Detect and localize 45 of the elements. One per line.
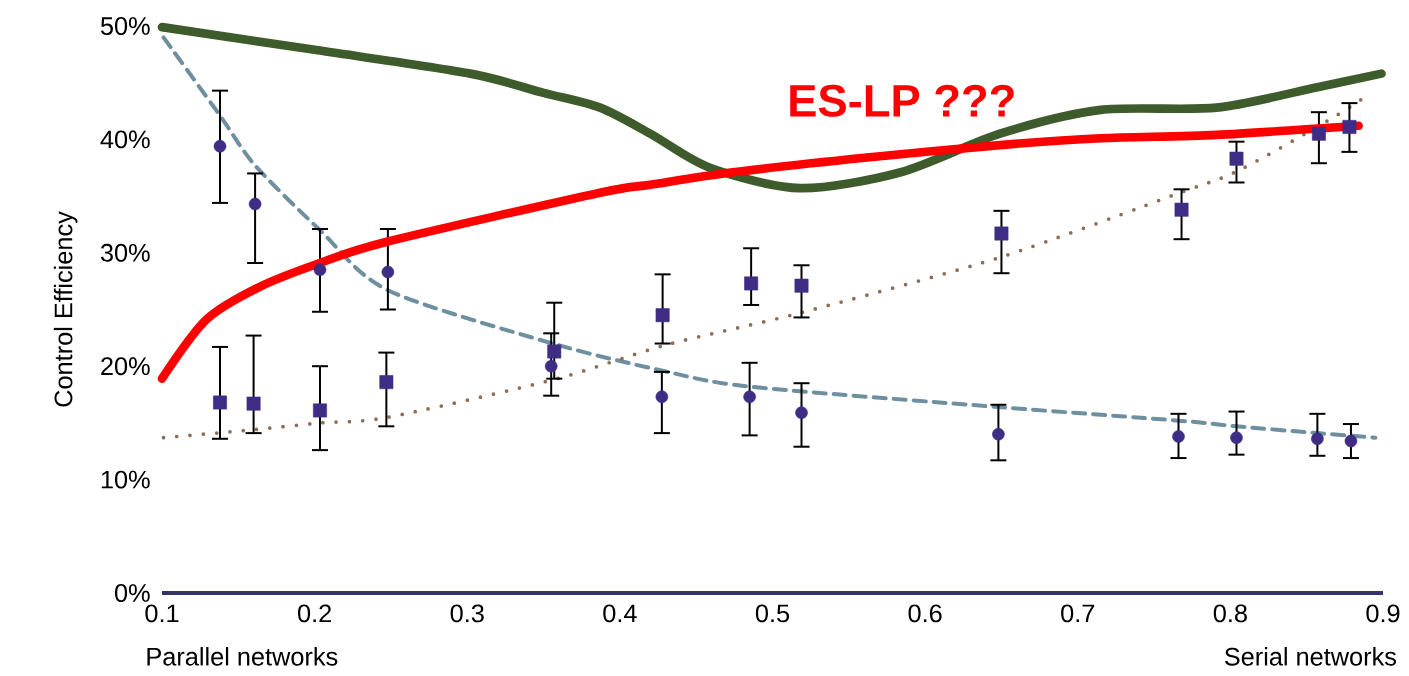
y-tick-label: 20% (101, 357, 150, 376)
x-tick-label: 0.8 (1213, 604, 1247, 623)
x-tick-label: 0.7 (1061, 604, 1095, 623)
x-tick-label: 0.1 (145, 604, 179, 623)
point (1311, 126, 1326, 141)
point (248, 197, 262, 211)
x-tick-label: 0.2 (298, 604, 331, 623)
text: Serial networks (1224, 647, 1396, 666)
point (313, 403, 327, 418)
point (547, 344, 562, 359)
point (1311, 432, 1324, 446)
point (1230, 431, 1243, 444)
point (1172, 430, 1185, 443)
point (1342, 119, 1357, 134)
y-tick-label: 50% (100, 17, 150, 35)
point (744, 276, 759, 291)
point (992, 427, 1005, 441)
point (795, 406, 808, 419)
text: Parallel networks (147, 647, 338, 666)
y-axis-title: Control Efficiency (53, 211, 78, 407)
point (379, 375, 394, 390)
point (213, 395, 227, 410)
point (313, 263, 327, 277)
x-tick-label: 0.3 (450, 604, 484, 623)
point (246, 396, 261, 411)
point (213, 139, 227, 153)
y-tick-label: 0% (115, 584, 150, 602)
point (994, 226, 1009, 241)
x-tick-label: 0.4 (603, 604, 637, 623)
y-tick-label: 40% (100, 130, 150, 149)
x-tick-label: 0.9 (1366, 604, 1400, 623)
point (794, 278, 809, 293)
point (743, 390, 756, 404)
y-tick-label: 30% (100, 243, 150, 262)
x-tick-label: 0.6 (908, 604, 942, 623)
point (1344, 434, 1358, 448)
point (655, 308, 670, 323)
point (1229, 151, 1244, 166)
series-label: ES-LP ??? (790, 84, 1014, 117)
point (381, 265, 395, 279)
point (544, 359, 558, 373)
y-tick-label: 10% (101, 470, 150, 489)
point (1174, 202, 1189, 217)
point (655, 390, 669, 404)
x-tick-label: 0.5 (755, 604, 790, 623)
